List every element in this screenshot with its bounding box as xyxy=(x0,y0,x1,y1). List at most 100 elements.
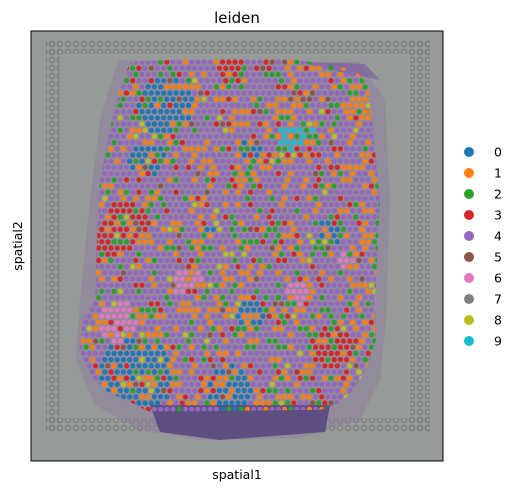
spot-cluster-8 xyxy=(306,257,312,263)
spot-cluster-1 xyxy=(362,233,368,239)
spot-cluster-5 xyxy=(309,400,316,406)
spot-cluster-4 xyxy=(294,183,300,189)
spot-cluster-4 xyxy=(319,319,325,325)
spot-cluster-4 xyxy=(272,177,278,183)
spot-cluster-1 xyxy=(117,375,123,381)
spot-cluster-4 xyxy=(185,152,192,158)
spot-cluster-2 xyxy=(96,295,102,301)
spot-cluster-4 xyxy=(316,90,322,96)
spot-cluster-2 xyxy=(241,65,247,71)
spot-cluster-4 xyxy=(241,189,247,195)
spot-cluster-6 xyxy=(337,257,343,263)
spot-cluster-2 xyxy=(99,251,105,257)
spot-cluster-2 xyxy=(154,214,161,220)
spot-cluster-1 xyxy=(309,326,316,332)
spot-cluster-4 xyxy=(331,295,337,301)
spot-cluster-2 xyxy=(306,332,312,338)
y-axis-label: spatial2 xyxy=(10,221,25,271)
spot-cluster-0 xyxy=(145,121,151,127)
spot-cluster-4 xyxy=(86,313,92,319)
spot-cluster-4 xyxy=(306,220,312,226)
spot-cluster-3 xyxy=(322,363,328,369)
spot-cluster-3 xyxy=(247,152,254,158)
spot-cluster-2 xyxy=(278,375,285,381)
spot-cluster-4 xyxy=(226,158,232,164)
spot-cluster-2 xyxy=(111,177,117,183)
spot-cluster-4 xyxy=(254,202,260,208)
spot-cluster-2 xyxy=(170,158,176,164)
spot-cluster-8 xyxy=(145,381,151,387)
spot-cluster-1 xyxy=(167,400,173,406)
spot-cluster-4 xyxy=(254,350,260,356)
spot-cluster-4 xyxy=(313,394,319,400)
spot-cluster-1 xyxy=(244,158,250,164)
spot-cluster-4 xyxy=(210,202,216,208)
spot-cluster-4 xyxy=(210,288,216,294)
spot-cluster-2 xyxy=(229,288,235,294)
spot-cluster-0 xyxy=(127,158,133,164)
spot-cluster-4 xyxy=(334,189,340,195)
spot-cluster-4 xyxy=(238,96,244,102)
spot-cluster-2 xyxy=(331,121,337,127)
spot-cluster-4 xyxy=(275,332,281,338)
spot-cluster-1 xyxy=(170,357,176,363)
spot-cluster-4 xyxy=(195,208,201,214)
spot-cluster-4 xyxy=(213,332,219,338)
spot-cluster-1 xyxy=(368,208,374,214)
spot-cluster-4 xyxy=(260,338,266,344)
spot-cluster-4 xyxy=(282,295,288,301)
spot-cluster-3 xyxy=(368,183,374,189)
spot-cluster-4 xyxy=(344,158,350,164)
spot-cluster-0 xyxy=(161,102,167,108)
spot-cluster-4 xyxy=(322,164,328,170)
spot-cluster-4 xyxy=(198,177,204,183)
spot-cluster-3 xyxy=(204,202,210,208)
spot-cluster-0 xyxy=(331,233,337,239)
spot-cluster-4 xyxy=(365,226,371,232)
spot-cluster-3 xyxy=(114,344,120,350)
spot-cluster-4 xyxy=(182,257,188,263)
spot-cluster-1 xyxy=(353,264,359,270)
spot-cluster-3 xyxy=(179,140,185,146)
spot-cluster-5 xyxy=(105,363,111,369)
spot-cluster-4 xyxy=(244,183,250,189)
spot-cluster-1 xyxy=(350,245,356,251)
spot-cluster-4 xyxy=(201,133,207,139)
spot-cluster-0 xyxy=(127,394,133,400)
spot-cluster-4 xyxy=(331,245,337,251)
spot-cluster-4 xyxy=(309,189,316,195)
spot-cluster-8 xyxy=(278,152,285,158)
spot-cluster-0 xyxy=(139,369,145,375)
spot-cluster-4 xyxy=(328,288,334,294)
spot-cluster-4 xyxy=(192,214,198,220)
spot-cluster-4 xyxy=(359,301,365,307)
spot-cluster-2 xyxy=(313,245,319,251)
spot-cluster-4 xyxy=(272,140,278,146)
spot-cluster-1 xyxy=(303,214,309,220)
spot-cluster-4 xyxy=(294,344,300,350)
spot-cluster-4 xyxy=(322,78,328,84)
spot-cluster-0 xyxy=(105,350,111,356)
spot-cluster-3 xyxy=(201,220,207,226)
spot-cluster-1 xyxy=(136,313,142,319)
spot-cluster-1 xyxy=(362,245,368,251)
spot-cluster-2 xyxy=(316,140,322,146)
spot-cluster-1 xyxy=(251,171,257,177)
spot-cluster-3 xyxy=(120,233,126,239)
spot-cluster-4 xyxy=(232,357,238,363)
spot-cluster-4 xyxy=(278,388,285,394)
spot-cluster-4 xyxy=(272,350,278,356)
spot-cluster-0 xyxy=(108,344,114,350)
spot-cluster-4 xyxy=(232,208,238,214)
spot-cluster-4 xyxy=(350,183,356,189)
spot-cluster-4 xyxy=(294,394,300,400)
spot-cluster-4 xyxy=(309,102,316,108)
spot-cluster-4 xyxy=(282,71,288,77)
spot-cluster-3 xyxy=(275,369,281,375)
spot-cluster-4 xyxy=(210,350,216,356)
spot-cluster-0 xyxy=(145,84,151,90)
spot-cluster-4 xyxy=(337,307,343,313)
spot-cluster-3 xyxy=(278,239,285,245)
spot-cluster-4 xyxy=(201,270,207,276)
spot-cluster-8 xyxy=(182,332,188,338)
